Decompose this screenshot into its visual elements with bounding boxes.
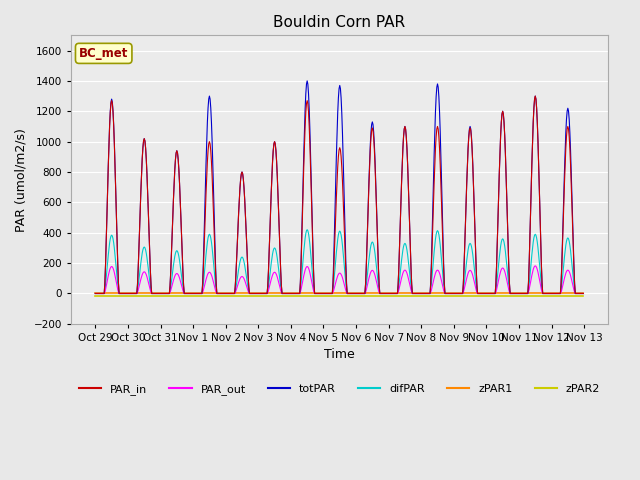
Title: Bouldin Corn PAR: Bouldin Corn PAR (273, 15, 406, 30)
Y-axis label: PAR (umol/m2/s): PAR (umol/m2/s) (15, 128, 28, 231)
Legend: PAR_in, PAR_out, totPAR, difPAR, zPAR1, zPAR2: PAR_in, PAR_out, totPAR, difPAR, zPAR1, … (74, 379, 605, 399)
X-axis label: Time: Time (324, 348, 355, 361)
Text: BC_met: BC_met (79, 47, 129, 60)
